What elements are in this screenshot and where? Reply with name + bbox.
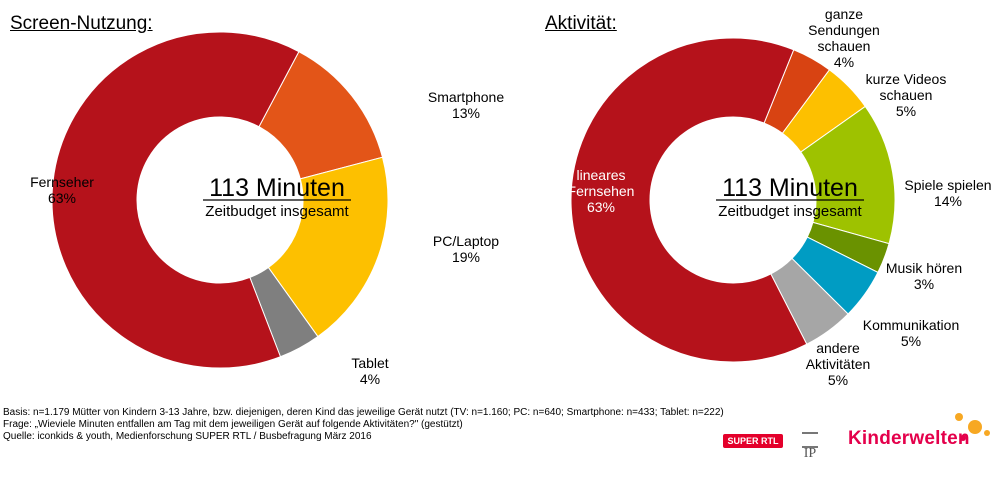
slice-percent-label: 5% [901,333,921,349]
footer-basis: Basis: n=1.179 Mütter von Kindern 3-13 J… [3,407,724,418]
slice-category-label: lineares [576,167,625,183]
slice-category-label: kurze Videos [866,71,947,87]
slice-category-label: Smartphone [428,89,504,105]
slice-category-label: Sendungen [808,22,880,38]
donut-charts: Smartphone13%PC/Laptop19%Tablet4%Fernseh… [30,6,991,388]
footer-quelle: Quelle: iconkids & youth, Medienforschun… [3,431,372,442]
center-total-caption: Zeitbudget insgesamt [205,203,349,220]
footer-frage: Frage: „Wieviele Minuten entfallen am Ta… [3,419,463,430]
slice-category-label: Fernsehen [568,183,635,199]
slice-category-label: schauen [818,38,871,54]
slice-percent-label: 63% [587,199,615,215]
slice-category-label: Aktivitäten [806,356,871,372]
donut-slice [267,156,389,338]
ip-logo: IP [795,430,825,461]
center-total-caption: Zeitbudget insgesamt [718,203,862,220]
donut-slice [570,37,808,363]
kinderwelten-dot-icon [968,420,982,434]
chart1-title: Screen-Nutzung: [10,13,153,34]
center-total-value: 113 Minuten [209,174,345,202]
center-total-value: 113 Minuten [722,174,858,202]
slice-category-label: Fernseher [30,174,94,190]
slice-percent-label: 63% [48,190,76,206]
slice-percent-label: 4% [360,371,380,387]
super-rtl-logo: SUPER RTL [723,434,783,448]
slice-category-label: schauen [880,87,933,103]
kinderwelten-dot-icon [960,435,966,441]
kinderwelten-dot-icon [955,413,963,421]
slice-category-label: Tablet [351,355,388,371]
slice-percent-label: 13% [452,105,480,121]
slice-category-label: Spiele spielen [904,177,991,193]
kinderwelten-logo: Kinderwelten [848,428,970,449]
slice-percent-label: 19% [452,249,480,265]
slice-percent-label: 4% [834,54,854,70]
slice-category-label: andere [816,340,860,356]
slice-percent-label: 3% [914,276,934,292]
chart2-title: Aktivität: [545,13,617,34]
donut-slice [51,31,300,369]
slice-percent-label: 5% [828,372,848,388]
ip-logo-bars-icon [802,432,818,448]
slice-category-label: Musik hören [886,260,962,276]
slice-percent-label: 14% [934,193,962,209]
slice-category-label: Kommunikation [863,317,960,333]
kinderwelten-dot-icon [984,430,990,436]
slice-category-label: PC/Laptop [433,233,499,249]
slice-percent-label: 5% [896,103,916,119]
slice-category-label: ganze [825,6,863,22]
ip-logo-text: IP [803,446,817,461]
